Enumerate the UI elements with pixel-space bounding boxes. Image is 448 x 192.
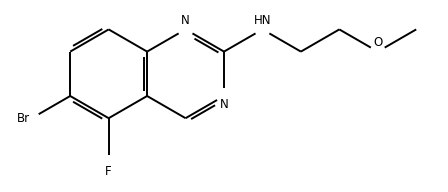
Text: N: N xyxy=(181,14,190,27)
Text: F: F xyxy=(105,165,112,178)
Text: HN: HN xyxy=(254,14,271,27)
Text: O: O xyxy=(373,36,383,49)
Text: N: N xyxy=(220,98,228,111)
Text: Br: Br xyxy=(17,112,30,125)
